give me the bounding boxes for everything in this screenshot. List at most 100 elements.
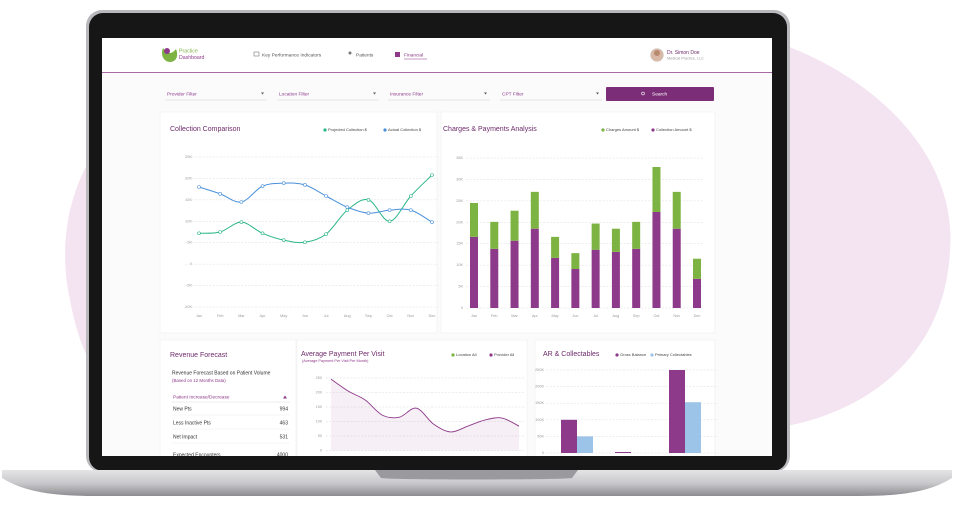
x-tick-label: Sep xyxy=(633,314,640,318)
bar-segment xyxy=(551,236,560,258)
point xyxy=(197,185,201,189)
y-tick-label: 35K xyxy=(456,156,463,160)
nav-link[interactable]: Patients xyxy=(356,52,374,58)
bar-segment xyxy=(591,223,600,250)
legend-label[interactable]: Collection Amount $ xyxy=(656,127,692,132)
legend-label[interactable]: Gross Balance xyxy=(620,352,647,357)
bar-segment xyxy=(551,257,560,308)
user-name: Dr. Simon Doe xyxy=(667,50,700,56)
dropdown-caret xyxy=(484,92,487,95)
legend-label[interactable]: Location All xyxy=(456,352,477,357)
x-tick-label: Jun xyxy=(572,314,578,318)
nav-icon xyxy=(395,52,400,57)
x-tick-label: Apr xyxy=(532,314,539,318)
x-tick-label: Dec xyxy=(694,314,701,318)
x-tick-label: Dec xyxy=(429,314,436,318)
bar-segment xyxy=(490,248,499,308)
note: (Based on 12 Months Data) xyxy=(172,378,226,383)
search-button[interactable] xyxy=(606,87,714,101)
row-value: 531 xyxy=(280,434,289,440)
nav-icon xyxy=(253,51,260,57)
y-tick-label: 10K xyxy=(456,263,463,267)
filter-select[interactable]: Location Filter xyxy=(279,91,310,97)
filter-select[interactable]: Provider Filter xyxy=(167,91,197,97)
filter-select[interactable]: CPT Filter xyxy=(502,91,524,97)
logo-dot xyxy=(164,48,170,54)
y-tick-label: 20K xyxy=(456,220,463,224)
legend-label[interactable]: Provider All xyxy=(494,352,514,357)
row-label: Net Impact xyxy=(173,434,198,440)
legend-label[interactable]: Primary Collectables xyxy=(655,352,692,357)
point xyxy=(409,208,413,212)
bar-segment xyxy=(530,191,539,229)
point xyxy=(239,200,244,204)
point xyxy=(218,192,222,196)
point xyxy=(366,198,371,202)
x-tick-label: Feb xyxy=(217,314,224,318)
y-tick-label: 30K xyxy=(456,177,463,181)
button-label: Search xyxy=(652,91,668,97)
filter-select[interactable]: Insurance Filter xyxy=(390,91,423,97)
point xyxy=(260,184,265,188)
bar-segment xyxy=(591,249,600,308)
y-tick-label: 5K xyxy=(458,285,463,289)
bar xyxy=(685,402,701,453)
x-tick-label: Oct xyxy=(387,314,394,318)
panel xyxy=(296,339,528,456)
nav-link-active[interactable]: Financial xyxy=(404,52,423,58)
chart-subtitle: (Average Payment Per Visit Per Month) xyxy=(302,359,369,363)
user-role: Medical Practice, LLC xyxy=(667,57,704,61)
x-tick-label: Nov xyxy=(673,314,680,318)
y-tick-label: 100K xyxy=(535,418,544,422)
y-tick-label: -10K xyxy=(184,305,192,309)
logo-text: Dashboard xyxy=(179,55,204,61)
y-tick-label: 0 xyxy=(190,262,192,266)
point xyxy=(324,232,328,236)
legend-swatch xyxy=(650,353,654,357)
y-tick-label: 250 xyxy=(316,376,322,380)
y-tick-label: 0 xyxy=(461,306,463,310)
bar-segment xyxy=(632,248,641,308)
area xyxy=(331,379,519,451)
y-tick-label: 150K xyxy=(535,401,544,405)
legend-swatch xyxy=(451,353,455,357)
point xyxy=(239,220,244,224)
screen: Practice Dashboard Key Performance Indic… xyxy=(102,38,772,458)
bar-segment xyxy=(571,253,580,269)
x-tick-label: Sep xyxy=(365,314,372,318)
legend-label[interactable]: Projected Collection $ xyxy=(328,127,368,132)
y-tick-label: 200 xyxy=(316,391,322,395)
y-tick-label: 0 xyxy=(320,449,322,453)
dropdown-caret xyxy=(596,92,599,95)
y-tick-label: 200K xyxy=(535,385,544,389)
point xyxy=(387,219,392,224)
row-value: 4000 xyxy=(277,452,288,458)
bar-segment xyxy=(470,203,478,237)
legend-label[interactable]: Actual Collection $ xyxy=(388,127,422,132)
avatar-face xyxy=(654,50,660,56)
search-icon xyxy=(641,91,645,96)
row-value: 463 xyxy=(280,420,289,426)
panel-title: Revenue Forecast xyxy=(170,352,227,359)
bar-segment xyxy=(632,221,641,249)
bar-segment xyxy=(571,269,580,308)
sort-icon[interactable] xyxy=(283,395,287,399)
bar-segment xyxy=(672,228,681,308)
chart-title: AR & Collectables xyxy=(543,351,600,358)
bar-segment xyxy=(510,240,519,308)
bar xyxy=(577,436,593,453)
x-tick-label: Jul xyxy=(324,314,329,318)
subtitle: Revenue Forecast Based on Patient Volume xyxy=(172,370,271,376)
legend-swatch xyxy=(601,128,605,132)
bar-segment xyxy=(652,167,661,212)
y-tick-label: 50 xyxy=(318,434,322,438)
nav-link[interactable]: Key Performance Indicators xyxy=(262,52,322,58)
row-value: 994 xyxy=(280,406,289,412)
y-tick-label: 150 xyxy=(316,405,322,409)
bar-segment xyxy=(693,258,701,279)
legend-label[interactable]: Charges Amount $ xyxy=(606,127,640,132)
legend-swatch xyxy=(615,353,619,357)
legend-swatch xyxy=(383,128,387,132)
